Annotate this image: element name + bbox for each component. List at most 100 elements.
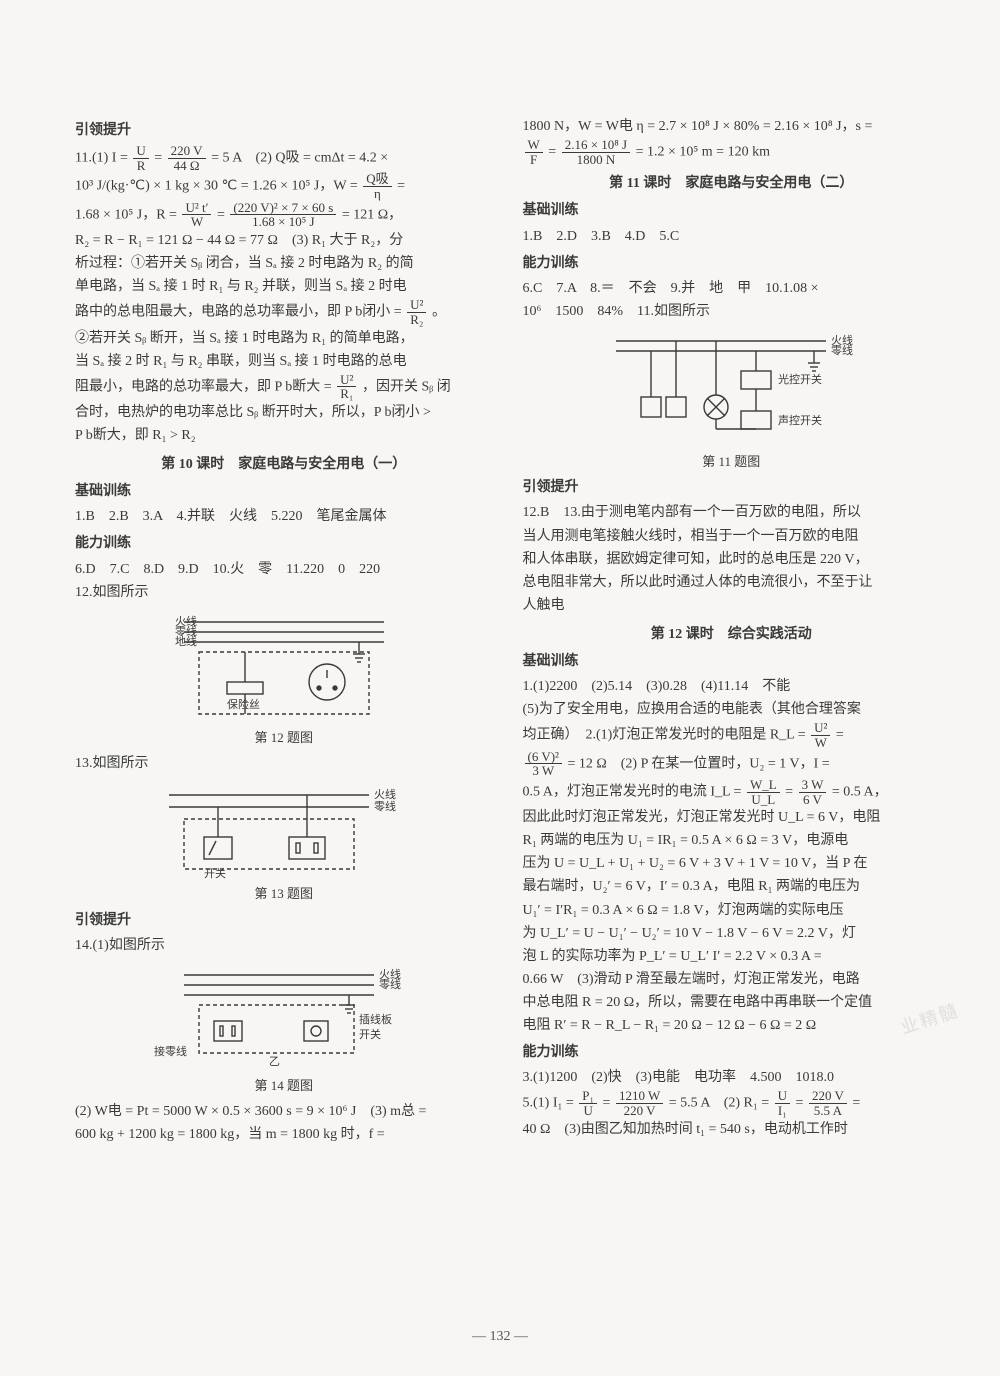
n: U² <box>337 373 356 388</box>
lbl-cxb: 插线板 <box>359 1012 392 1026</box>
lbl-kg: 开关 <box>204 866 226 880</box>
lbl-ling: 零线 <box>831 343 853 357</box>
heading-yinling-r: 引领提升 <box>523 476 941 499</box>
lbl-kg: 开关 <box>359 1027 381 1041</box>
t: 路中的总电阻最大，电路的总功率最小，即 P b闭小 = <box>75 305 405 320</box>
d: η <box>363 187 391 201</box>
t: 10³ J/(kg·℃) × 1 kg × 30 ℃ = 1.26 × 10⁵ … <box>75 179 361 194</box>
lesson-12-title: 第 12 课时 综合实践活动 <box>523 623 941 646</box>
q13: 13.如图所示 <box>75 752 493 775</box>
t: ，因开关 Sᵦ 闭 <box>362 379 451 394</box>
t: = 5.5 A (2) R₁ = <box>669 1096 773 1111</box>
q12-13-e: 人触电 <box>523 594 941 617</box>
t: 5.(1) I₁ = <box>523 1096 578 1111</box>
b12-1b: (5)为了安全用电，应换用合适的电能表（其他合理答案 <box>523 698 941 721</box>
ability-10-b: 12.如图所示 <box>75 581 493 604</box>
d: 44 Ω <box>168 159 206 173</box>
n: U² <box>407 298 426 313</box>
a12-5b: 40 Ω (3)由图乙知加热时间 t₁ = 540 s，电动机工作时 <box>523 1118 941 1141</box>
q14-a: 14.(1)如图所示 <box>75 934 493 957</box>
b12-2b: (6 V)²3 W = 12 Ω (2) P 在某一位置时，U₂ = 1 V，I… <box>523 750 941 778</box>
n: W <box>525 138 543 153</box>
q11-line9: 当 Sₐ 接 2 时 R₁ 与 R₂ 串联，则当 Sₐ 接 1 时电路的总电 <box>75 350 493 373</box>
t: 11.(1) I = <box>75 150 131 165</box>
ability-11-b: 10⁶ 1500 84% 11.如图所示 <box>523 300 941 323</box>
b12-2a: 均正确） 2.(1)灯泡正常发光时的电阻是 R_L = U²W = <box>523 721 941 749</box>
frac: 220 V44 Ω <box>166 144 208 172</box>
d: R₁ <box>337 387 356 401</box>
t: = <box>397 179 405 194</box>
frac: UI₁ <box>773 1089 792 1117</box>
d: I₁ <box>775 1104 790 1118</box>
frac: UR <box>131 144 150 172</box>
q11-line3: 1.68 × 10⁵ J，R = U² t′W = (220 V)² × 7 ×… <box>75 201 493 229</box>
figure-12-caption: 第 12 题图 <box>75 727 493 748</box>
d: U <box>579 1104 597 1118</box>
right-column: 1800 N，W = W电 η = 2.7 × 10⁸ J × 80% = 2.… <box>523 115 941 1147</box>
lesson-10-title: 第 10 课时 家庭电路与安全用电（一） <box>75 453 493 476</box>
d: W <box>811 736 830 750</box>
n: 1210 W <box>616 1089 663 1104</box>
basic-10: 1.B 2.B 3.A 4.并联 火线 5.220 笔尾金属体 <box>75 505 493 528</box>
q12-13-a: 12.B 13.由于测电笔内部有一个一百万欧的电阻，所以 <box>523 501 941 524</box>
frac: 1210 W220 V <box>614 1089 665 1117</box>
n: W_L <box>747 778 780 793</box>
n: 220 V <box>168 144 206 159</box>
b12-2m: 电阻 R′ = R − R_L − R₁ = 20 Ω − 12 Ω − 6 Ω… <box>523 1014 941 1037</box>
n: 220 V <box>809 1089 847 1104</box>
lbl-ling: 零线 <box>374 799 396 813</box>
figure-13: 火线 零线 开关 第 13 题图 <box>75 781 493 904</box>
d: 3 W <box>525 764 562 778</box>
t: 阻最小，电路的总功率最大，即 P b断大 = <box>75 379 335 394</box>
subhead-ability-12: 能力训练 <box>523 1041 941 1064</box>
n: Q吸 <box>363 172 391 187</box>
b12-2f: 压为 U = U_L + U₁ + U₂ = 6 V + 3 V + 1 V =… <box>523 852 941 875</box>
q11-line8: ②若开关 Sᵦ 断开，当 Sₐ 接 1 时电路为 R₁ 的简单电路， <box>75 327 493 350</box>
d: U_L <box>747 793 780 807</box>
lbl-ling: 零线 <box>379 977 401 991</box>
q11-line10: 阻最小，电路的总功率最大，即 P b断大 = U²R₁ ，因开关 Sᵦ 闭 <box>75 373 493 401</box>
figure-12-svg: 火线 零线 地线 保险丝 <box>169 610 399 725</box>
frac: 2.16 × 10⁸ J1800 N <box>560 138 632 166</box>
t: 。 <box>432 305 446 320</box>
figure-14-caption: 第 14 题图 <box>75 1075 493 1096</box>
frac: (220 V)² × 7 × 60 s1.68 × 10⁵ J <box>228 201 338 229</box>
n: P₁ <box>579 1089 597 1104</box>
t: = 1.2 × 10⁵ m = 120 km <box>636 144 770 159</box>
n: U² t′ <box>182 201 211 216</box>
b12-2i: 为 U_L′ = U − U₁′ − U₂′ = 10 V − 1.8 V − … <box>523 922 941 945</box>
frac: P₁U <box>577 1089 599 1117</box>
n: (6 V)² <box>525 750 562 765</box>
a12-5a: 5.(1) I₁ = P₁U = 1210 W220 V = 5.5 A (2)… <box>523 1089 941 1117</box>
q11-line6: 单电路，当 Sₐ 接 1 时 R₁ 与 R₂ 并联，则当 Sₐ 接 2 时电 <box>75 275 493 298</box>
figure-11: 火线 零线 光控开关 声控开关 第 11 题图 <box>523 329 941 472</box>
frac: W_LU_L <box>745 778 782 806</box>
heading-yinling-1: 引领提升 <box>75 119 493 142</box>
d: 5.5 A <box>809 1104 847 1118</box>
lesson-11-title: 第 11 课时 家庭电路与安全用电（二） <box>523 172 941 195</box>
d: W <box>182 215 211 229</box>
lbl-huo: 火线 <box>374 787 396 801</box>
t: = 12 Ω (2) P 在某一位置时，U₂ = 1 V，I = <box>567 756 829 771</box>
t: = <box>852 1096 860 1111</box>
a12-3: 3.(1)1200 (2)快 (3)电能 电功率 4.500 1018.0 <box>523 1066 941 1089</box>
t: = <box>154 150 165 165</box>
t: = <box>796 1096 807 1111</box>
frac: WF <box>523 138 545 166</box>
frac: (6 V)²3 W <box>523 750 564 778</box>
left-column: 引领提升 11.(1) I = UR = 220 V44 Ω = 5 A (2)… <box>75 115 493 1147</box>
d: F <box>525 153 543 167</box>
t: = <box>603 1096 614 1111</box>
b12-2g: 最右端时，U₂′ = 6 V，I′ = 0.3 A，电阻 R₁ 两端的电压为 <box>523 875 941 898</box>
subhead-basic-11: 基础训练 <box>523 199 941 222</box>
frac: U²R₁ <box>335 373 358 401</box>
ability-10-a: 6.D 7.C 8.D 9.D 10.火 零 11.220 0 220 <box>75 558 493 581</box>
r-top1: 1800 N，W = W电 η = 2.7 × 10⁸ J × 80% = 2.… <box>523 115 941 138</box>
q12-13-c: 和人体串联，据欧姆定律可知，此时的总电压是 220 V， <box>523 548 941 571</box>
n: U² <box>811 721 830 736</box>
lbl-gk: 光控开关 <box>778 372 822 386</box>
t: = 121 Ω， <box>342 207 402 222</box>
n: U <box>775 1089 790 1104</box>
subhead-basic-12: 基础训练 <box>523 650 941 673</box>
figure-14: 火线 零线 插线板 开关 接零线 乙 第 14 题图 <box>75 963 493 1096</box>
